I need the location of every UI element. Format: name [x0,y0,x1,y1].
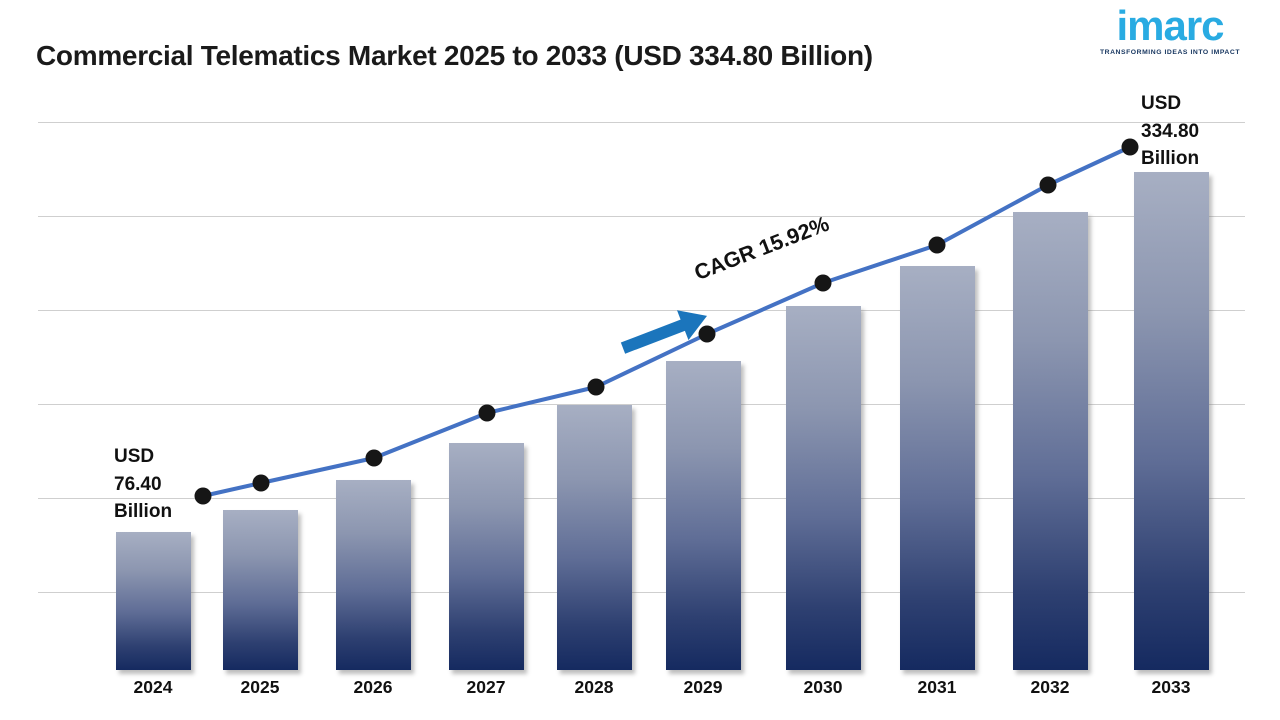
gridline [38,122,1245,123]
data-point-2026 [365,449,383,467]
data-point-2030 [814,274,832,292]
bar-2032 [1012,212,1088,670]
annotation-2024-value: USD 76.40 Billion [114,443,172,526]
annotation-2033-line1: USD [1141,93,1182,114]
x-axis-label-2033: 2033 [1151,677,1191,697]
x-axis-label-2032: 2032 [1030,677,1070,697]
annotation-2033-line3: Billion [1141,148,1200,169]
chart-title: Commercial Telematics Market 2025 to 203… [36,40,873,71]
x-axis-label-2027: 2027 [466,677,506,697]
cagr-arrow-head [677,300,713,341]
x-axis-label-2024: 2024 [133,677,173,697]
imarc-logo-wordmark: imarc [1116,2,1224,49]
x-axis-label-2026: 2026 [353,677,393,697]
data-point-2031 [928,236,946,254]
x-axis-label-2030: 2030 [803,677,843,697]
data-point-2028 [587,378,605,396]
data-point-2032 [1039,176,1057,194]
data-point-2025 [252,474,270,492]
annotation-2024-line2: 76.40 [114,473,162,495]
annotation-2033-value: USD 334.80 Billion [1141,90,1199,173]
data-point-2027 [478,404,496,422]
cagr-label: CAGR 15.92% [691,211,833,286]
imarc-logo: imarc TRANSFORMING IDEAS INTO IMPACT [1094,2,1246,57]
bar-2026 [335,480,411,670]
x-axis-label-2031: 2031 [917,677,957,697]
data-point-2033 [1121,138,1139,156]
bar-2024 [115,532,191,670]
bar-2028 [556,405,632,670]
gridline [38,498,1245,499]
bar-2033 [1133,172,1209,670]
imarc-logo-tagline: TRANSFORMING IDEAS INTO IMPACT [1099,49,1241,56]
x-axis-label-2029: 2029 [683,677,723,697]
bar-2029 [665,361,741,670]
data-point-2024 [194,487,212,505]
annotation-2024-line3: Billion [114,501,173,522]
gridline [38,592,1245,593]
annotation-2024-line1: USD [114,446,155,467]
bar-2025 [222,510,298,670]
bar-2031 [899,266,975,670]
x-axis-label-2028: 2028 [574,677,614,697]
bar-2030 [785,306,861,670]
annotation-2033-line2: 334.80 [1141,120,1200,142]
bar-2027 [448,443,524,670]
cagr-arrow-shaft [620,318,687,354]
x-axis-label-2025: 2025 [240,677,280,697]
